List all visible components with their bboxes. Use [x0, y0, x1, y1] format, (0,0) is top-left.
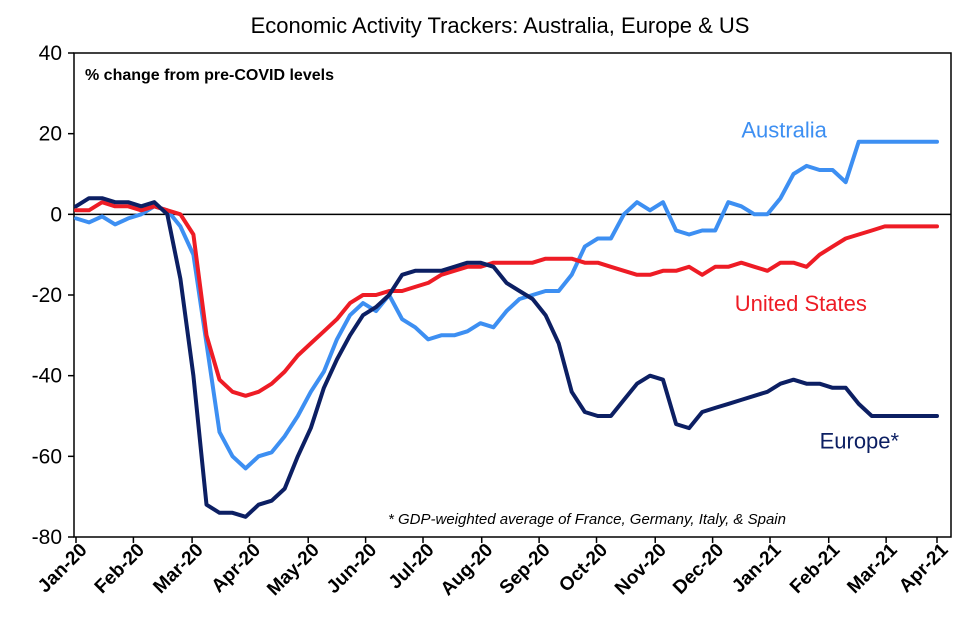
y-axis-label: % change from pre-COVID levels [85, 67, 334, 84]
series-labels: Australia United States Europe* [735, 118, 900, 454]
series-line-australia [74, 139, 939, 471]
y-tick-label: -40 [32, 365, 62, 388]
y-tick-label: 20 [39, 123, 62, 146]
y-axis: 40 20 0 -20 -40 -60 -80 [32, 42, 74, 549]
chart-title: Economic Activity Trackers: Australia, E… [251, 13, 750, 38]
y-tick-label: -60 [32, 445, 62, 468]
series-line-united-states [74, 200, 939, 398]
series-line-europe [74, 196, 939, 519]
series-label: United States [735, 291, 867, 316]
footnote: * GDP-weighted average of France, German… [388, 511, 786, 528]
y-tick-label: -20 [32, 284, 62, 307]
series-label: Europe* [820, 428, 900, 453]
y-tick-label: -80 [32, 526, 62, 549]
series-lines [74, 139, 939, 519]
y-tick-label: 40 [39, 42, 62, 65]
series-label: Australia [741, 118, 827, 143]
y-tick-label: 0 [50, 203, 62, 226]
